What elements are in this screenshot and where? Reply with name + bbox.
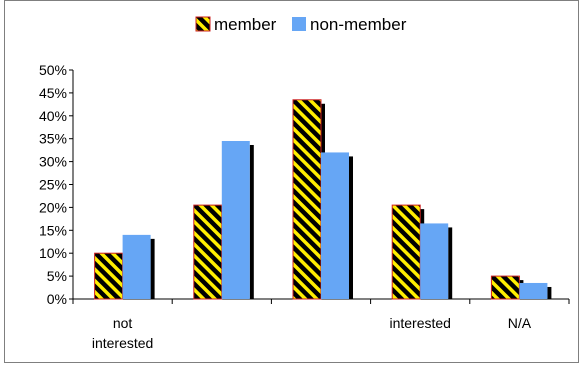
plot-area: 0% 5% 10% 15% 20% 25% 30% 35% 40% 45% 50% not intere… [39,62,570,351]
bar-shadow [150,238,155,299]
y-tick-label: 5% [47,268,67,284]
bar-shadow [547,286,552,299]
chart-frame: member non-member 0% 5% 10% 15% 20% 25% 30% 35% 4… [4,0,579,363]
bar-member [193,204,223,300]
bar-non-member [420,223,449,299]
bar-shadow [448,227,453,299]
bar-shadow [249,144,254,299]
bar-member [292,99,322,300]
legend-label: non-member [310,15,407,34]
legend: member non-member [195,15,407,34]
bar-member [490,275,520,300]
bar-non-member [221,140,250,299]
legend-label: member [214,15,277,34]
y-tick-label: 20% [39,199,67,215]
bar-shadow [349,156,353,299]
bar-member [94,252,124,300]
bar-chart: member non-member 0% 5% 10% 15% 20% 25% 30% 35% 4… [39,15,570,351]
category-label: interested [92,335,153,351]
y-tick-label: 25% [39,177,67,193]
y-tick-label: 0% [47,291,67,307]
y-tick-label: 45% [39,85,67,101]
y-tick-label: 35% [39,131,67,147]
category-label: not [113,315,133,331]
bar-non-member [122,234,151,299]
y-tick-label: 30% [39,154,67,170]
bar-member [391,204,421,300]
y-tick-label: 40% [39,108,67,124]
legend-swatch-non-member [292,17,306,31]
category-label: N/A [508,315,532,331]
bar-non-member [519,282,548,299]
y-tick-label: 10% [39,245,67,261]
bar-non-member [321,152,349,299]
y-tick-label: 15% [39,222,67,238]
category-label: interested [389,315,450,331]
legend-swatch-member [195,16,211,32]
y-tick-label: 50% [39,62,67,78]
